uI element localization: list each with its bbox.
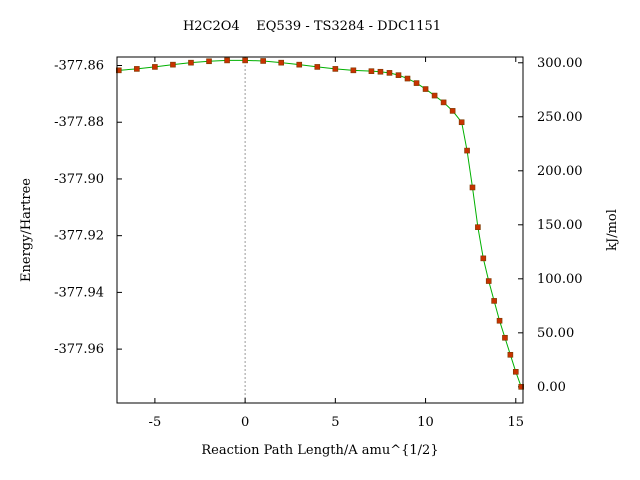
data-point bbox=[395, 72, 402, 78]
y2-tick-label: 100.00 bbox=[537, 272, 583, 287]
data-point bbox=[502, 334, 508, 341]
y-tick-label: -377.94 bbox=[54, 285, 104, 300]
data-point bbox=[314, 64, 321, 70]
data-point bbox=[134, 66, 140, 72]
y2-axis-label: kJ/mol bbox=[605, 209, 620, 251]
data-point bbox=[224, 57, 230, 64]
data-point bbox=[152, 64, 158, 70]
y-tick-label: -377.86 bbox=[54, 59, 104, 74]
x-tick-label: 0 bbox=[241, 415, 249, 430]
data-point bbox=[278, 59, 285, 66]
data-point bbox=[386, 70, 393, 76]
data-point bbox=[431, 92, 438, 99]
y2-tick-label: 300.00 bbox=[537, 56, 583, 71]
data-point bbox=[518, 384, 524, 390]
data-point bbox=[449, 108, 456, 114]
chart-title: H2C2O4 EQ539 - TS3284 - DDC1151 bbox=[183, 19, 441, 34]
data-point bbox=[368, 68, 375, 74]
y2-tick-label: 0.00 bbox=[537, 380, 566, 395]
energy-curve bbox=[118, 59, 522, 387]
y-tick-label: -377.96 bbox=[54, 342, 104, 357]
y2-tick-label: 50.00 bbox=[537, 326, 574, 341]
y-axis-label: Energy/Hartree bbox=[19, 178, 34, 282]
y2-tick-label: 150.00 bbox=[537, 218, 583, 233]
data-point bbox=[188, 59, 194, 66]
data-point bbox=[350, 67, 357, 74]
data-point bbox=[475, 224, 481, 230]
data-point bbox=[512, 369, 519, 375]
data-point bbox=[404, 75, 411, 82]
y-tick-label: -377.92 bbox=[54, 229, 104, 244]
data-point bbox=[206, 58, 212, 65]
data-point bbox=[296, 61, 303, 68]
data-point bbox=[464, 147, 470, 154]
data-point bbox=[377, 68, 384, 75]
x-tick-label: -5 bbox=[149, 415, 162, 430]
data-point bbox=[422, 86, 429, 92]
data-point bbox=[480, 255, 487, 262]
data-point bbox=[170, 61, 176, 68]
x-tick-label: 5 bbox=[331, 415, 339, 430]
data-point bbox=[413, 80, 420, 86]
data-point bbox=[469, 184, 476, 191]
x-axis-label: Reaction Path Length/A amu^{1/2} bbox=[201, 443, 438, 458]
y2-tick-label: 200.00 bbox=[537, 164, 583, 179]
data-point bbox=[260, 58, 266, 64]
data-point bbox=[242, 57, 248, 64]
data-point bbox=[440, 99, 447, 106]
data-point bbox=[496, 317, 503, 324]
y2-tick-label: 250.00 bbox=[537, 110, 583, 125]
x-tick-label: 10 bbox=[417, 415, 434, 430]
x-tick-label: 15 bbox=[508, 415, 525, 430]
data-point bbox=[491, 298, 497, 304]
y-tick-label: -377.88 bbox=[54, 115, 104, 130]
data-point bbox=[116, 67, 122, 74]
data-point bbox=[507, 351, 514, 358]
y-tick-label: -377.90 bbox=[54, 172, 104, 187]
data-point bbox=[332, 66, 339, 72]
data-point bbox=[485, 278, 492, 284]
data-point bbox=[458, 119, 465, 126]
plot-frame bbox=[116, 56, 524, 404]
